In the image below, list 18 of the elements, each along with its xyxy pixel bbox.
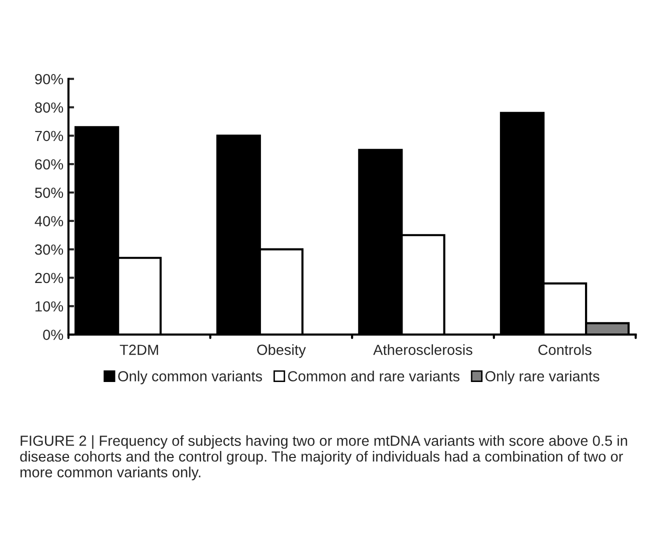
y-tick-label: 50% (34, 188, 64, 198)
y-tick-label: 20% (35, 272, 64, 284)
x-tick-label: Atherosclerosis (373, 344, 472, 355)
y-tick-label: 30% (34, 244, 64, 255)
y-tick-label: 10% (36, 301, 64, 312)
legend-label: Only rare variants (485, 370, 600, 384)
y-tick-label: 90% (35, 74, 64, 84)
legend-label: Only common variants (118, 370, 262, 384)
y-tick-label: 80% (35, 102, 64, 113)
x-tick-label: Controls (538, 344, 592, 355)
y-tick-label: 40% (34, 216, 64, 226)
legend-label: Common and rare variants (288, 370, 460, 382)
caption: FIGURE 2 | Frequency of subjects having two or more mtDNA variants with score above 0.5 in disease cohorts and the control group. The majority of individuals had a combination of two or more common variants only. (20, 435, 628, 480)
x-tick-label: Obesity (257, 344, 306, 358)
y-tick-label: 60% (35, 159, 64, 170)
y-tick-label: 70% (35, 130, 64, 142)
x-tick-label: T2DM (120, 344, 158, 355)
y-tick-label: 0% (43, 330, 64, 340)
